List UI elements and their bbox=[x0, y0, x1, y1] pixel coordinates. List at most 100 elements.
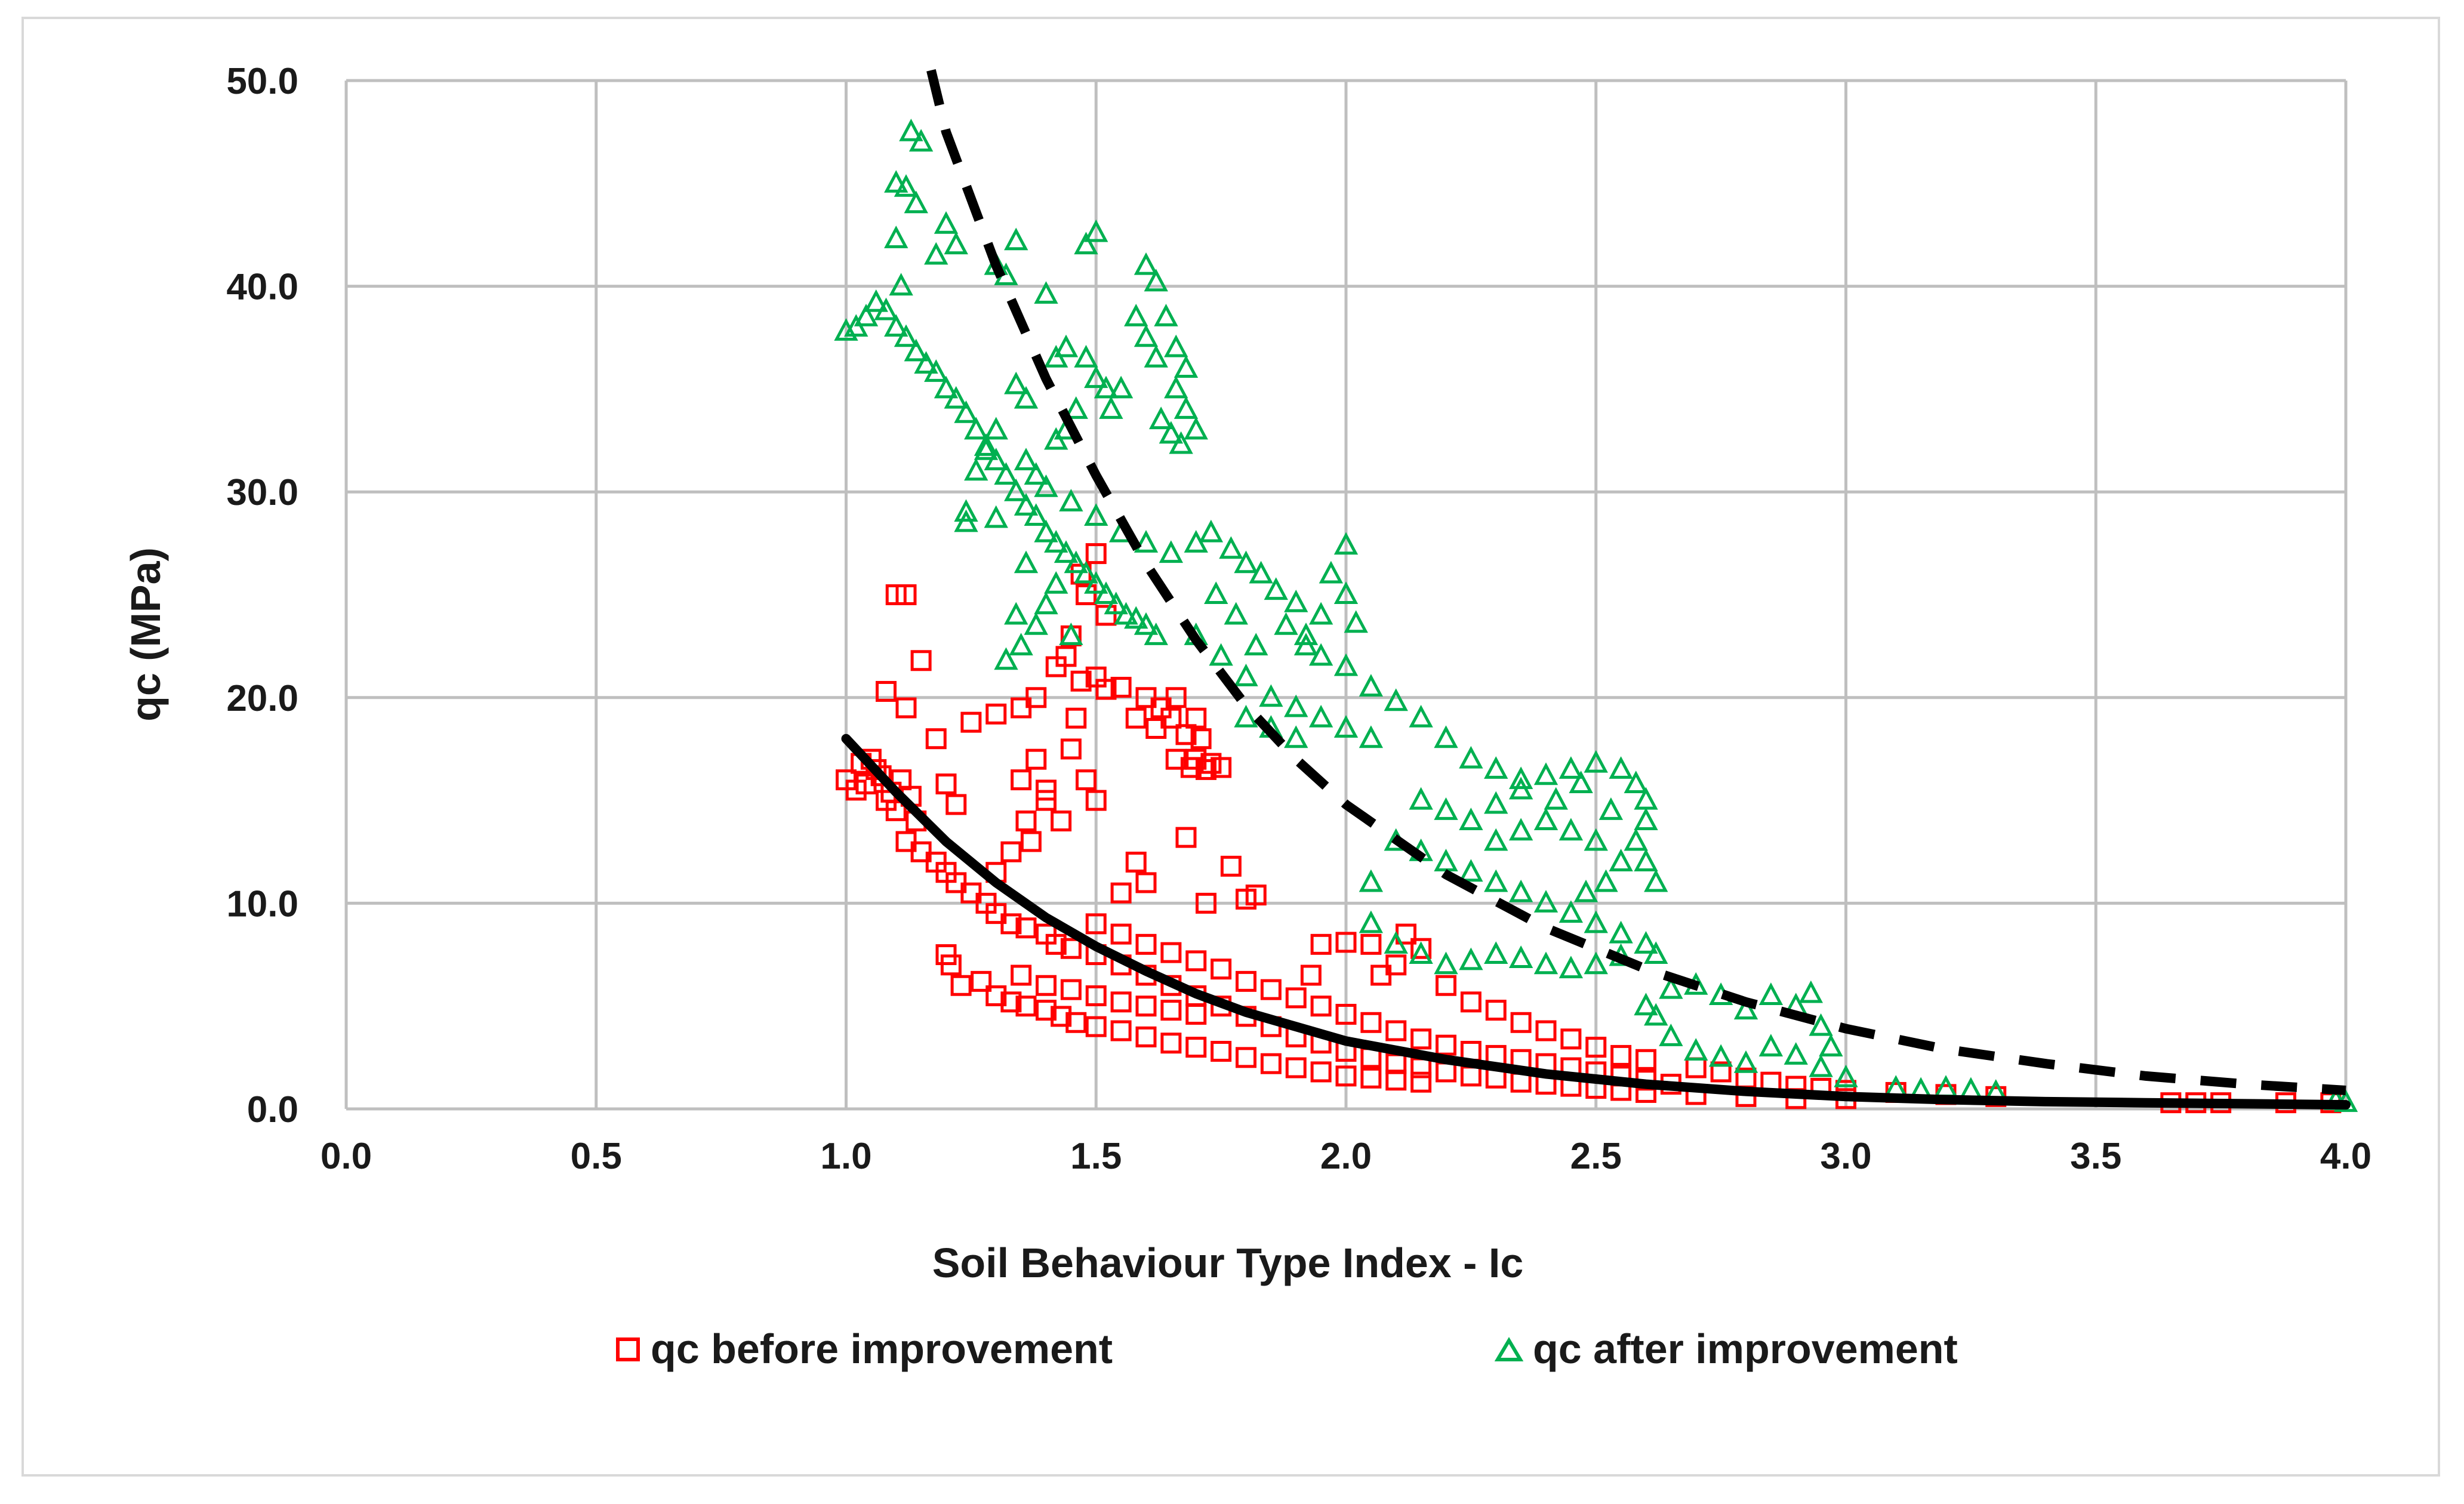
data-point-before bbox=[1510, 1012, 1532, 1033]
data-point-after bbox=[1573, 879, 1598, 902]
data-point-before bbox=[1036, 1000, 1057, 1021]
data-point-after bbox=[1434, 951, 1458, 975]
data-point-before bbox=[1685, 1057, 1707, 1078]
data-point-after bbox=[1559, 756, 1584, 779]
data-point-before bbox=[1160, 1033, 1182, 1054]
data-point-after bbox=[904, 190, 928, 214]
data-point-after bbox=[1319, 560, 1344, 584]
data-point-after bbox=[1004, 227, 1028, 251]
data-point-after bbox=[1009, 633, 1033, 656]
data-point-before bbox=[1285, 1057, 1307, 1078]
data-point-before bbox=[1011, 964, 1032, 986]
data-point-after bbox=[954, 400, 978, 423]
data-point-before bbox=[1485, 1000, 1507, 1021]
data-point-after bbox=[1044, 530, 1068, 553]
data-point-after bbox=[1484, 941, 1508, 964]
trend-line-after bbox=[926, 69, 2346, 1095]
data-point-after bbox=[1084, 365, 1108, 389]
data-point-before bbox=[1436, 1034, 1456, 1056]
data-point-before bbox=[866, 759, 887, 780]
data-point-before bbox=[1185, 950, 1207, 972]
data-point-before bbox=[1310, 1061, 1332, 1083]
y-tick-label: 30.0 bbox=[226, 472, 298, 513]
data-point-before bbox=[1036, 975, 1057, 996]
x-tick-label: 1.5 bbox=[1070, 1136, 1122, 1177]
data-point-before bbox=[1020, 831, 1042, 852]
data-point-before bbox=[971, 970, 992, 992]
data-point-after bbox=[1559, 900, 1584, 923]
data-point-before bbox=[1636, 1049, 1656, 1070]
data-point-after bbox=[1134, 612, 1159, 635]
x-tick-label: 2.5 bbox=[1570, 1136, 1622, 1177]
data-point-after bbox=[1508, 766, 1533, 790]
data-point-before bbox=[1000, 991, 1022, 1013]
data-point-after bbox=[1159, 540, 1184, 563]
data-point-after bbox=[1333, 581, 1359, 604]
data-point-before bbox=[1260, 979, 1282, 1000]
data-point-after bbox=[1004, 371, 1028, 395]
data-point-before bbox=[1285, 987, 1307, 1009]
data-point-before bbox=[1410, 1028, 1432, 1050]
data-point-after bbox=[899, 118, 923, 141]
data-point-before bbox=[945, 794, 967, 815]
data-point-before bbox=[1185, 1003, 1207, 1025]
data-point-after bbox=[1144, 269, 1168, 292]
data-point-after bbox=[1758, 1034, 1784, 1057]
data-point-after bbox=[1184, 417, 1208, 440]
data-point-after bbox=[1384, 931, 1408, 954]
data-point-before bbox=[1000, 913, 1022, 935]
data-point-after bbox=[1084, 571, 1108, 594]
data-point-before bbox=[895, 697, 917, 719]
data-point-before bbox=[1015, 996, 1037, 1017]
data-point-after bbox=[1644, 941, 1668, 964]
data-point-before bbox=[1535, 1020, 1557, 1041]
data-point-before bbox=[1245, 884, 1267, 906]
x-tick-label: 3.0 bbox=[1820, 1136, 1871, 1177]
data-point-after bbox=[1634, 849, 1658, 871]
data-point-after bbox=[1084, 503, 1108, 526]
data-point-after bbox=[1034, 474, 1058, 497]
data-point-before bbox=[1135, 1026, 1157, 1047]
data-point-before bbox=[1360, 1012, 1382, 1033]
data-point-before bbox=[1110, 882, 1132, 904]
data-point-after bbox=[1333, 653, 1359, 676]
data-point-before bbox=[1060, 738, 1082, 760]
data-point-after bbox=[1094, 581, 1119, 604]
data-point-before bbox=[1360, 1067, 1382, 1089]
data-point-before bbox=[1135, 872, 1157, 893]
data-point-after bbox=[1559, 956, 1584, 979]
x-tick-label: 1.0 bbox=[820, 1136, 871, 1177]
data-point-before bbox=[1125, 851, 1147, 873]
data-point-after bbox=[1434, 797, 1458, 820]
data-point-before bbox=[1460, 991, 1482, 1013]
data-point-after bbox=[1533, 808, 1559, 831]
data-point-after bbox=[1459, 947, 1483, 970]
data-point-before bbox=[1236, 970, 1256, 992]
chart-frame bbox=[21, 17, 2440, 1477]
data-point-after bbox=[1124, 303, 1148, 326]
data-point-before bbox=[1385, 954, 1407, 976]
data-point-after bbox=[1014, 448, 1039, 471]
data-point-before bbox=[1190, 728, 1212, 750]
data-point-after bbox=[1284, 589, 1308, 612]
data-point-after bbox=[1108, 375, 1134, 399]
data-point-after bbox=[1074, 344, 1098, 368]
data-point-after bbox=[954, 509, 978, 532]
data-point-after bbox=[964, 458, 988, 481]
data-point-after bbox=[1459, 745, 1483, 769]
data-point-after bbox=[1034, 519, 1058, 543]
data-point-before bbox=[895, 584, 917, 605]
data-point-after bbox=[854, 303, 879, 326]
data-point-after bbox=[1409, 787, 1433, 810]
data-point-after bbox=[1159, 421, 1184, 444]
data-point-after bbox=[1224, 602, 1248, 625]
data-point-after bbox=[1024, 503, 1048, 526]
data-point-before bbox=[1410, 938, 1432, 959]
data-point-after bbox=[1784, 1042, 1808, 1065]
data-point-after bbox=[1533, 951, 1559, 975]
data-point-after bbox=[994, 647, 1018, 670]
data-point-before bbox=[1585, 1037, 1607, 1058]
data-point-before bbox=[1011, 769, 1032, 791]
data-point-after bbox=[1024, 612, 1048, 635]
data-point-after bbox=[1798, 980, 1824, 1003]
